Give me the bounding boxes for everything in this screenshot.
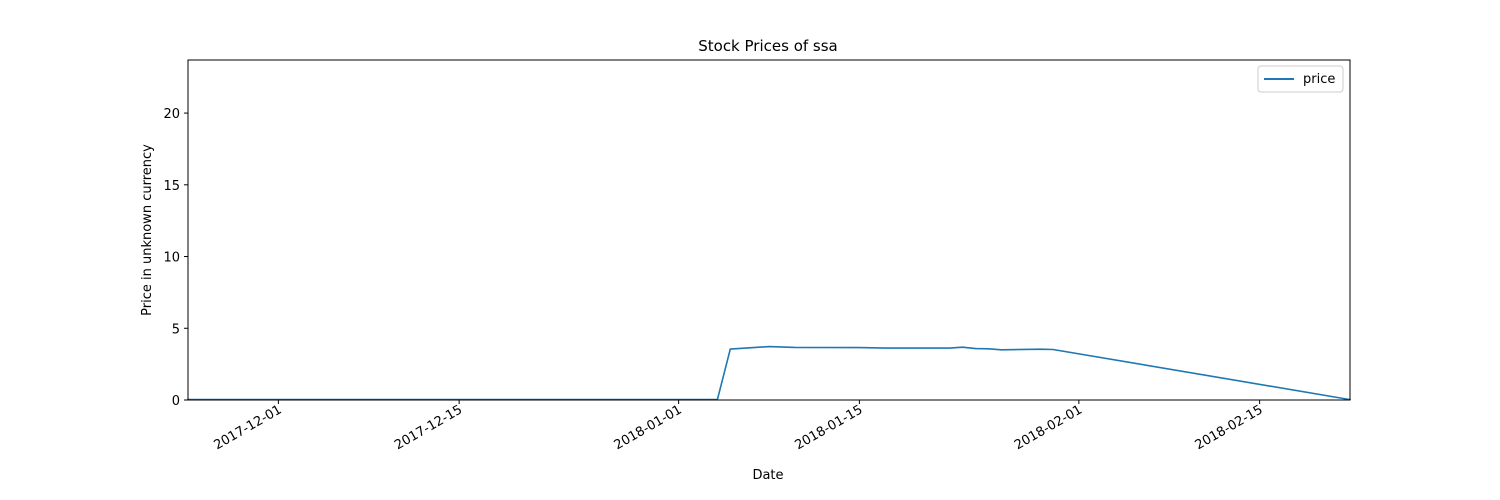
y-tick-label: 15 xyxy=(163,179,180,194)
plot-area xyxy=(187,345,1351,401)
x-tick-label: 2018-02-01 xyxy=(1012,402,1085,453)
y-axis-title: Price in unknown currency xyxy=(140,144,155,316)
x-tick-label: 2017-12-15 xyxy=(392,402,465,453)
legend-box xyxy=(1257,65,1344,93)
series-line-price xyxy=(187,345,1351,401)
plot-frame xyxy=(187,59,1351,401)
chart-title: Stock Prices of ssa xyxy=(698,37,838,55)
legend-label-price: price xyxy=(1303,72,1335,87)
y-tick-label: 20 xyxy=(163,107,180,122)
y-axis: 0 5 10 15 20 xyxy=(163,107,188,409)
y-tick-label: 0 xyxy=(172,394,180,409)
x-tick-label: 2017-12-01 xyxy=(211,402,284,453)
x-tick-label: 2018-01-15 xyxy=(792,402,865,453)
y-tick-label: 5 xyxy=(172,322,180,337)
x-axis-title: Date xyxy=(752,468,783,483)
legend: price xyxy=(1257,65,1344,93)
x-tick-label: 2018-02-15 xyxy=(1193,402,1266,453)
x-axis: 2017-12-01 2017-12-15 2018-01-01 2018-01-15… xyxy=(211,400,1266,453)
y-tick-label: 10 xyxy=(163,251,180,266)
x-tick-label: 2018-01-01 xyxy=(612,402,685,453)
